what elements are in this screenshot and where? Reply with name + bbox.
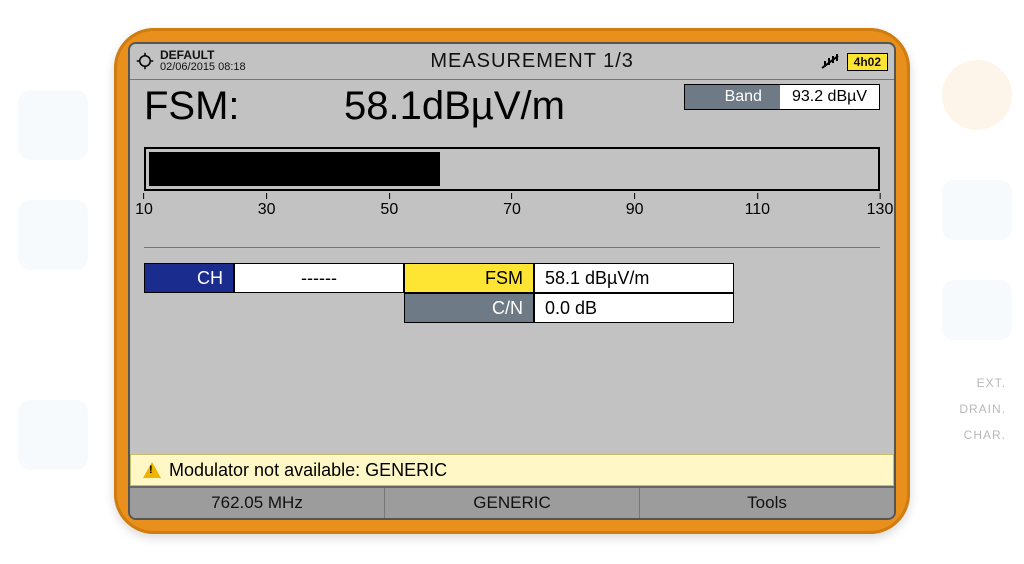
readings-row-1: CH ------ FSM 58.1 dBµV/m	[144, 263, 880, 293]
hw-button-hint	[18, 200, 88, 270]
char-label: CHAR.	[959, 422, 1006, 448]
antenna-icon	[819, 54, 841, 70]
hw-button-hint	[942, 280, 1012, 340]
band-value: 93.2 dBµV	[780, 85, 879, 109]
warning-text: Modulator not available: GENERIC	[169, 460, 447, 481]
scale-tick: 90	[626, 193, 644, 219]
fsm-main-label: FSM:	[144, 84, 344, 129]
hw-side-labels: EXT. DRAIN. CHAR.	[959, 370, 1006, 448]
footer-frequency[interactable]: 762.05 MHz	[130, 488, 385, 518]
band-readout: Band 93.2 dBµV	[684, 84, 880, 110]
scale-tick: 130	[867, 193, 894, 219]
drain-label: DRAIN.	[959, 396, 1006, 422]
fsm-value: 58.1 dBµV/m	[534, 263, 734, 293]
spacer	[144, 293, 404, 323]
footer-profile[interactable]: GENERIC	[385, 488, 640, 518]
scale-tick: 10	[135, 193, 153, 219]
scale-tick: 70	[503, 193, 521, 219]
divider	[144, 247, 880, 249]
cn-label: C/N	[404, 293, 534, 323]
page-title: MEASUREMENT 1/3	[246, 50, 819, 73]
warning-bar: Modulator not available: GENERIC	[130, 454, 894, 486]
status-right: 4h02	[819, 53, 888, 71]
band-label: Band	[685, 85, 780, 109]
screen: DEFAULT 02/06/2015 08:18 MEASUREMENT 1/3…	[128, 42, 896, 520]
level-meter-fill	[149, 152, 440, 186]
status-bar: DEFAULT 02/06/2015 08:18 MEASUREMENT 1/3…	[130, 44, 894, 80]
ext-label: EXT.	[959, 370, 1006, 396]
hw-button-hint	[942, 180, 1012, 240]
footer-tools[interactable]: Tools	[640, 488, 894, 518]
datetime: 02/06/2015 08:18	[160, 62, 246, 74]
fsm-label: FSM	[404, 263, 534, 293]
hw-button-hint	[18, 90, 88, 160]
content-area: Band 93.2 dBµV FSM: 58.1dBµV/m 10 30 50 70 9…	[130, 80, 894, 486]
readings-table: CH ------ FSM 58.1 dBµV/m C/N 0.0 dB	[144, 263, 880, 323]
scale-tick: 50	[380, 193, 398, 219]
scale-tick: 30	[258, 193, 276, 219]
level-meter-scale: 1030507090110130	[144, 193, 880, 219]
hw-dial-hint	[942, 60, 1012, 130]
footer-bar: 762.05 MHz GENERIC Tools	[130, 486, 894, 518]
scale-tick: 110	[745, 193, 771, 219]
hw-button-hint	[18, 400, 88, 470]
crosshair-icon	[136, 52, 154, 70]
device-frame: DEFAULT 02/06/2015 08:18 MEASUREMENT 1/3…	[114, 28, 910, 534]
cn-value: 0.0 dB	[534, 293, 734, 323]
warning-icon	[143, 462, 161, 478]
readings-row-2: C/N 0.0 dB	[144, 293, 880, 323]
ch-value[interactable]: ------	[234, 263, 404, 293]
battery-badge: 4h02	[847, 53, 888, 71]
level-meter: 1030507090110130	[144, 147, 880, 219]
level-meter-track	[144, 147, 880, 191]
ch-label: CH	[144, 263, 234, 293]
fsm-main-value: 58.1dBµV/m	[344, 84, 565, 129]
status-left: DEFAULT 02/06/2015 08:18	[136, 49, 246, 73]
